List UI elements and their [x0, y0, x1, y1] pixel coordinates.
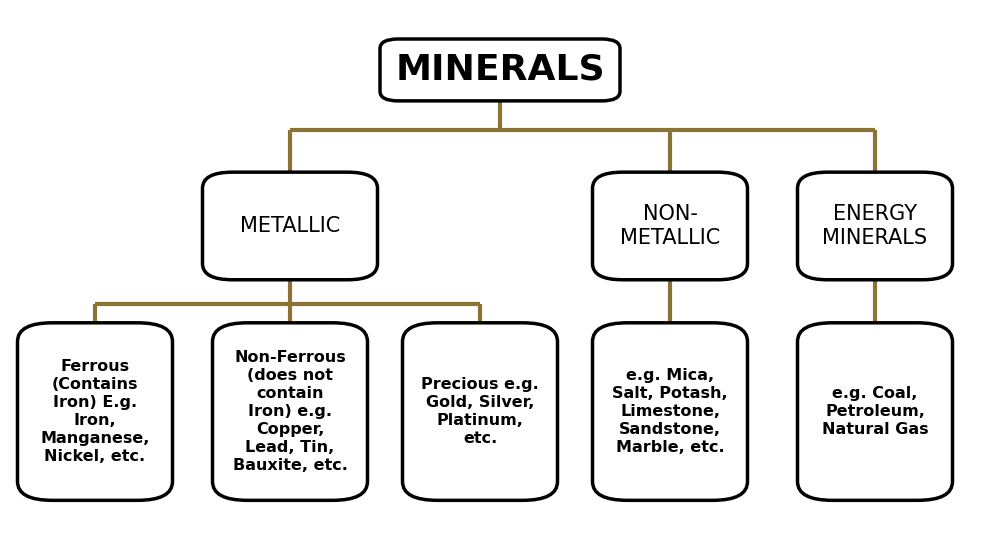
Text: METALLIC: METALLIC [240, 216, 340, 236]
Text: Non-Ferrous
(does not
contain
Iron) e.g.
Copper,
Lead, Tin,
Bauxite, etc.: Non-Ferrous (does not contain Iron) e.g.… [233, 350, 347, 473]
FancyBboxPatch shape [798, 323, 952, 500]
FancyBboxPatch shape [592, 172, 748, 280]
FancyBboxPatch shape [380, 39, 620, 101]
FancyBboxPatch shape [402, 323, 558, 500]
Text: e.g. Coal,
Petroleum,
Natural Gas: e.g. Coal, Petroleum, Natural Gas [822, 386, 928, 437]
Text: e.g. Mica,
Salt, Potash,
Limestone,
Sandstone,
Marble, etc.: e.g. Mica, Salt, Potash, Limestone, Sand… [612, 368, 728, 455]
Text: ENERGY
MINERALS: ENERGY MINERALS [822, 204, 928, 248]
Text: NON-
METALLIC: NON- METALLIC [620, 204, 720, 248]
FancyBboxPatch shape [592, 323, 748, 500]
FancyBboxPatch shape [212, 323, 367, 500]
Text: Precious e.g.
Gold, Silver,
Platinum,
etc.: Precious e.g. Gold, Silver, Platinum, et… [421, 377, 539, 446]
FancyBboxPatch shape [202, 172, 377, 280]
Text: Ferrous
(Contains
Iron) E.g.
Iron,
Manganese,
Nickel, etc.: Ferrous (Contains Iron) E.g. Iron, Manga… [40, 359, 150, 464]
FancyBboxPatch shape [18, 323, 173, 500]
Text: MINERALS: MINERALS [395, 53, 605, 87]
FancyBboxPatch shape [798, 172, 952, 280]
